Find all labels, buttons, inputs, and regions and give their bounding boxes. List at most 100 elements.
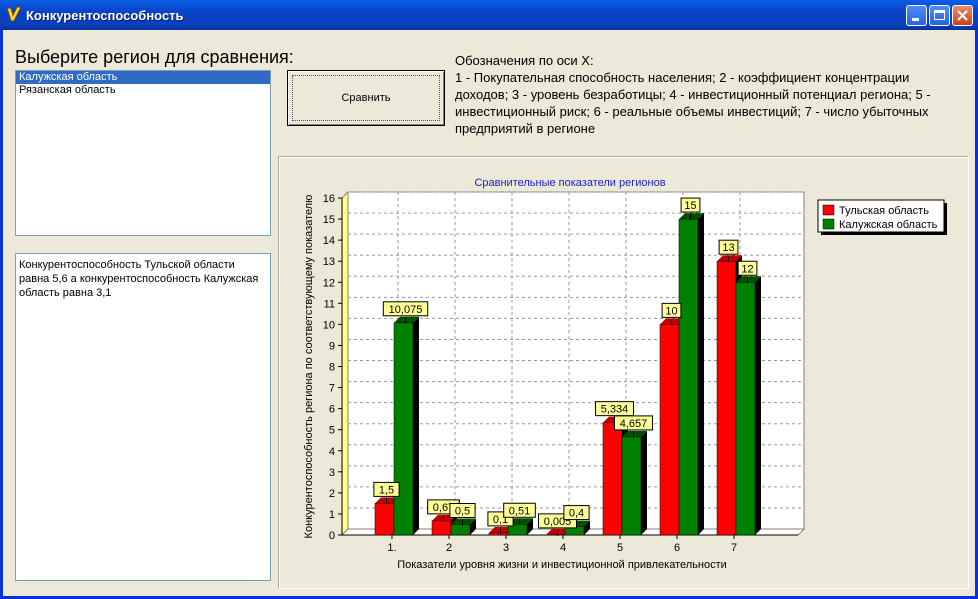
x-tick-label: 5 [617,542,623,554]
bar-side [698,213,704,535]
x-tick-label: 6 [674,542,680,554]
data-label-box [382,301,429,317]
data-label: 10,075 [389,304,423,316]
y-tick-label: 11 [324,298,335,310]
close-button[interactable] [952,5,973,26]
bar-top [394,316,419,323]
data-label: 5,334 [601,404,629,416]
chart-panel: 0 1 2 3 4 5 6 7 8 9 10 11 12 13 14 15 16 1. 2 3 4 5 6 7 1,5 0,67 0… [279,157,969,589]
data-label: 10 [665,305,677,317]
region-option-kaluga[interactable]: Калужская область [16,71,270,84]
data-label-box [449,502,476,518]
bar-top [717,255,742,262]
data-label-box [661,302,682,318]
bar-top [508,518,533,525]
bar-side [641,430,647,535]
y-tick-label: 6 [329,404,335,416]
data-label: 13 [722,242,734,254]
data-label: 4,657 [620,418,648,430]
data-label: 0,51 [509,505,530,517]
data-label-box [563,505,590,521]
data-label: 0,5 [455,505,470,517]
x-tick-label: 7 [731,542,737,554]
x-tick-label: 2 [446,542,452,554]
bar-kaluga-5 [621,436,642,536]
maximize-button[interactable] [929,5,950,26]
bar-side [755,276,761,535]
bar-tula-7 [716,260,737,536]
bar-kaluga-7 [735,282,756,536]
region-option-ryazan[interactable]: Рязанская область [19,84,116,96]
x-tick-label: 1. [387,542,396,554]
bar-kaluga-3 [507,524,528,536]
bar-side [584,520,590,535]
x-tick-label: 3 [503,542,509,554]
compare-button-label: Сравнить [341,92,391,104]
bar-top [679,213,704,220]
axis-legend: Обозначения по оси X: 1 - Покупательная … [455,52,955,137]
legend-entry: Тульская область [839,205,929,217]
bar-tula-2 [431,520,452,536]
region-listbox[interactable]: Калужская область Рязанская область [15,70,271,236]
data-label: 0,67 [433,502,454,514]
data-label-box [503,502,536,518]
data-label-box [373,481,400,497]
window-title: Конкурентоспособность [26,8,184,23]
y-tick-label: 15 [323,214,335,226]
legend-swatch [822,204,835,216]
bar-tula-3 [488,532,509,536]
y-tick-label: 16 [323,193,335,205]
y-tick-label: 8 [329,362,335,374]
y-tick-label: 13 [323,256,335,268]
chart-legend [817,199,945,233]
bar-side [470,518,476,535]
y-tick-label: 7 [329,383,335,395]
y-tick-label: 9 [329,340,335,352]
bar-side [413,316,419,535]
x-axis-label: Показатели уровня жизни и инвестиционной… [397,559,727,571]
minimize-button[interactable] [906,5,927,26]
y-axis-label: Конкурентоспособность региона по соответ… [303,195,315,539]
bar-top [451,518,476,525]
bar-side [527,518,533,535]
result-memo[interactable]: Конкурентоспособность Тульской области р… [15,253,271,581]
bar-top [622,430,647,437]
y-tick-label: 1 [329,509,335,521]
data-label: 0,4 [569,508,584,520]
bar-kaluga-1 [393,322,414,536]
bar-tula-5 [602,422,623,536]
region-select-heading: Выберите регион для сравнения: [15,47,294,67]
data-label-box [737,260,758,276]
bar-kaluga-2 [450,524,471,536]
bar-tula-1 [374,503,395,536]
bar-top [736,276,761,283]
y-tick-label: 4 [329,446,335,458]
y-tick-label: 10 [323,319,335,331]
chart-title: Сравнительные показатели регионов [474,177,665,189]
y-tick-label: 2 [329,488,335,500]
data-label-box [614,415,653,431]
axis-legend-description: 1 - Покупательная способность населения;… [455,70,931,136]
compare-button[interactable]: Сравнить [287,70,445,126]
y-tick-label: 3 [329,467,335,479]
legend-entry: Калужская область [839,219,938,231]
data-label: 15 [684,200,696,212]
data-label: 1,5 [379,484,394,496]
legend-swatch [822,218,835,230]
x-tick-label: 4 [560,542,566,554]
y-tick-label: 0 [329,530,335,542]
bar-tula-6 [659,324,680,536]
y-tick-label: 14 [323,235,335,247]
data-label-box [718,239,739,255]
data-label: 12 [741,263,753,275]
title-bar[interactable]: Конкурентоспособность [0,0,978,30]
y-tick-label: 5 [329,425,335,437]
data-label-box [680,197,701,213]
y-tick-label: 12 [323,277,335,289]
app-icon[interactable] [5,5,23,23]
axis-legend-title: Обозначения по оси X: [455,53,594,68]
bar-kaluga-6 [678,218,699,536]
chart-left-wall [341,190,349,537]
